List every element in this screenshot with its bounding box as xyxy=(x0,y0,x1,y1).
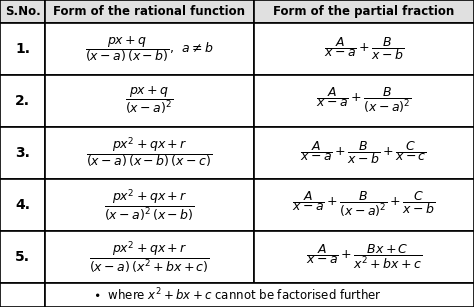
Text: $\dfrac{A}{x-a}+\dfrac{B}{x-b}$: $\dfrac{A}{x-a}+\dfrac{B}{x-b}$ xyxy=(324,35,404,62)
Text: $\dfrac{px^{2}+qx+r}{(x-a)\,(x-b)\,(x-c)}$: $\dfrac{px^{2}+qx+r}{(x-a)\,(x-b)\,(x-c)… xyxy=(86,136,212,170)
Text: 2.: 2. xyxy=(15,94,30,108)
Bar xyxy=(254,127,474,179)
Bar xyxy=(45,75,254,127)
Text: 5.: 5. xyxy=(15,250,30,264)
Bar xyxy=(45,283,474,307)
Bar xyxy=(0,75,45,127)
Bar xyxy=(0,23,45,75)
Text: $\dfrac{px+q}{(x-a)\,(x-b)}$,  $a \neq b$: $\dfrac{px+q}{(x-a)\,(x-b)}$, $a \neq b$ xyxy=(85,34,213,64)
Bar xyxy=(45,127,254,179)
Text: 3.: 3. xyxy=(15,146,30,160)
Text: $\dfrac{px^{2}+qx+r}{(x-a)^{2}\,(x-b)}$: $\dfrac{px^{2}+qx+r}{(x-a)^{2}\,(x-b)}$ xyxy=(104,187,195,223)
Bar xyxy=(45,179,254,231)
Bar xyxy=(254,23,474,75)
Bar xyxy=(254,75,474,127)
Bar xyxy=(0,231,45,283)
Text: $\dfrac{A}{x-a}+\dfrac{B}{(x-a)^{2}}+\dfrac{C}{x-b}$: $\dfrac{A}{x-a}+\dfrac{B}{(x-a)^{2}}+\df… xyxy=(292,190,436,220)
Text: 1.: 1. xyxy=(15,42,30,56)
Text: $\dfrac{px+q}{(x-a)^{2}}$: $\dfrac{px+q}{(x-a)^{2}}$ xyxy=(125,85,173,116)
Text: $\dfrac{A}{x-a}+\dfrac{B}{(x-a)^{2}}$: $\dfrac{A}{x-a}+\dfrac{B}{(x-a)^{2}}$ xyxy=(316,86,412,115)
Bar xyxy=(0,127,45,179)
Text: $\dfrac{px^{2}+qx+r}{(x-a)\,(x^{2}+bx+c)}$: $\dfrac{px^{2}+qx+r}{(x-a)\,(x^{2}+bx+c)… xyxy=(89,239,210,275)
Bar xyxy=(254,179,474,231)
Bar xyxy=(0,179,45,231)
Text: 4.: 4. xyxy=(15,198,30,212)
Text: $\dfrac{A}{x-a}+\dfrac{B}{x-b}+\dfrac{C}{x-c}$: $\dfrac{A}{x-a}+\dfrac{B}{x-b}+\dfrac{C}… xyxy=(301,139,427,166)
Text: $\dfrac{A}{x-a}+\dfrac{Bx+C}{x^{2}+bx+c}$: $\dfrac{A}{x-a}+\dfrac{Bx+C}{x^{2}+bx+c}… xyxy=(306,243,422,271)
Bar xyxy=(254,231,474,283)
Bar xyxy=(0,0,45,23)
Bar xyxy=(254,0,474,23)
Text: S.No.: S.No. xyxy=(5,5,40,18)
Text: Form of the partial fraction: Form of the partial fraction xyxy=(273,5,455,18)
Text: $\bullet$  where $x^{2}+bx+c$ cannot be factorised further: $\bullet$ where $x^{2}+bx+c$ cannot be f… xyxy=(92,287,382,303)
Bar xyxy=(45,23,254,75)
Text: Form of the rational function: Form of the rational function xyxy=(53,5,246,18)
Bar xyxy=(45,231,254,283)
Bar xyxy=(0,283,45,307)
Bar xyxy=(45,0,254,23)
